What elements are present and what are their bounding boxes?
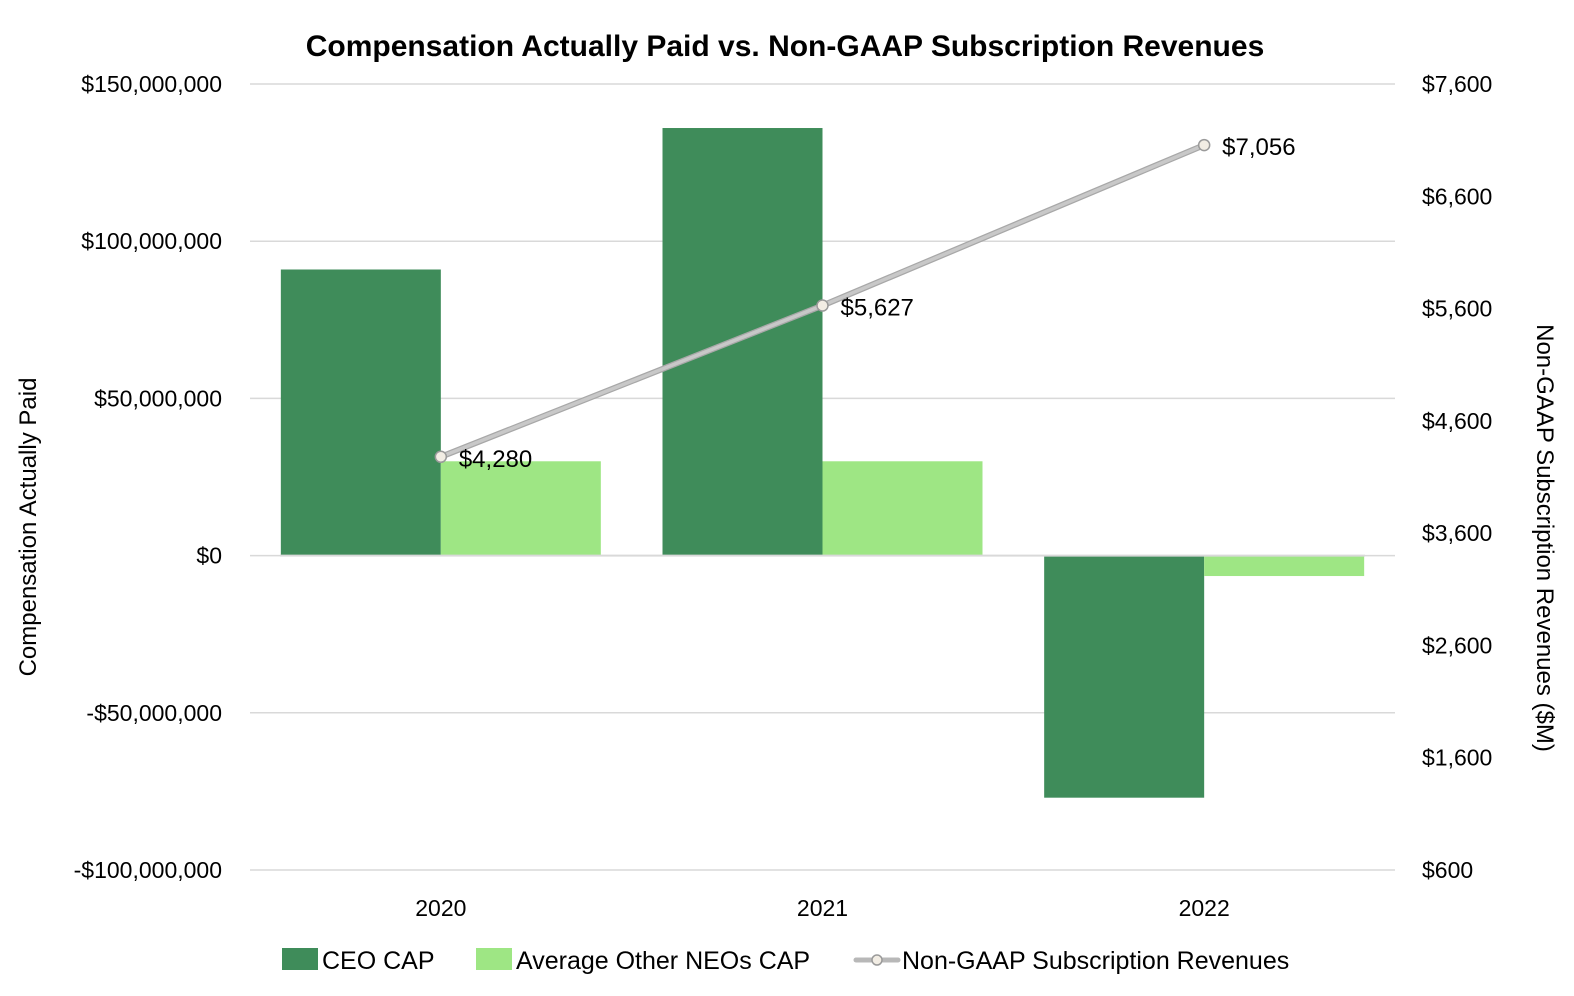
legend-swatch-ceo <box>282 948 318 970</box>
legend-swatch-marker <box>871 954 883 966</box>
right-tick-label: $3,600 <box>1422 520 1492 546</box>
x-tick-label: 2020 <box>415 895 466 921</box>
ceo-cap-bar <box>1044 555 1205 798</box>
revenue-point <box>434 450 448 464</box>
left-axis: $150,000,000 $100,000,000 $50,000,000 $0 -$5… <box>74 71 222 883</box>
right-tick-label: $1,600 <box>1422 745 1492 771</box>
legend-label: Average Other NEOs CAP <box>516 947 810 975</box>
revenue-line: $4,280 $5,627 $7,056 <box>434 134 1296 473</box>
ceo-cap-bar <box>280 269 441 556</box>
revenue-data-label: $4,280 <box>459 446 532 473</box>
revenue-data-label: $5,627 <box>841 295 914 322</box>
legend: CEO CAP Average Other NEOs CAP Non-GAAP Su… <box>282 947 1289 975</box>
right-tick-label: $4,600 <box>1422 408 1492 434</box>
x-tick-label: 2022 <box>1179 895 1230 921</box>
left-tick-label: $50,000,000 <box>94 385 222 411</box>
right-axis: $7,600 $6,600 $5,600 $4,600 $3,600 $2,600 $1,6… <box>1422 71 1492 883</box>
left-axis-title: Compensation Actually Paid <box>15 378 42 677</box>
legend-label: Non-GAAP Subscription Revenues <box>902 947 1289 975</box>
right-tick-label: $5,600 <box>1422 296 1492 322</box>
left-tick-label: $0 <box>196 543 222 569</box>
ceo-cap-bar <box>662 128 823 556</box>
revenue-point <box>1197 138 1211 152</box>
neo-cap-bar <box>1204 555 1365 577</box>
right-axis-title: Non-GAAP Subscription Revenues ($M) <box>1531 324 1558 752</box>
right-tick-label: $600 <box>1422 857 1473 883</box>
right-tick-label: $7,600 <box>1422 71 1492 97</box>
legend-swatch-neo <box>476 948 512 970</box>
neo-cap-bar <box>822 461 983 556</box>
revenue-point <box>816 299 829 312</box>
left-tick-label: -$100,000,000 <box>74 857 222 883</box>
x-tick-label: 2021 <box>797 895 848 921</box>
left-tick-label: $150,000,000 <box>81 71 222 97</box>
chart-title: Compensation Actually Paid vs. Non-GAAP … <box>306 30 1265 63</box>
revenue-data-label: $7,056 <box>1222 134 1295 161</box>
right-tick-label: $6,600 <box>1422 183 1492 209</box>
left-tick-label: $100,000,000 <box>81 228 222 254</box>
bars <box>280 128 1365 798</box>
legend-label: CEO CAP <box>322 947 435 975</box>
neo-cap-bar <box>440 461 601 556</box>
left-tick-label: -$50,000,000 <box>86 700 222 726</box>
right-tick-label: $2,600 <box>1422 632 1492 658</box>
x-axis: 2020 2021 2022 <box>415 895 1230 921</box>
